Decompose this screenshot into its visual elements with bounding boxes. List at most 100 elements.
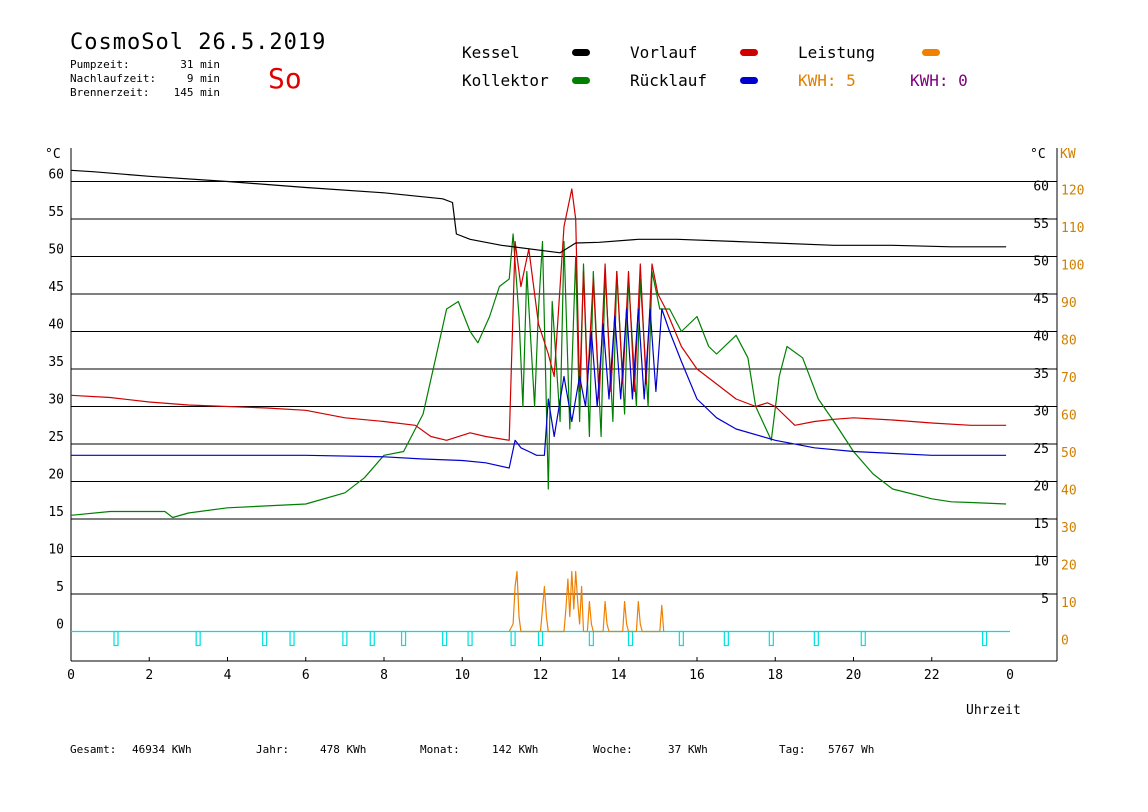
kw-tick-label: 60	[1061, 409, 1077, 424]
x-tick-label: 6	[302, 668, 310, 683]
pump-pulse	[289, 630, 295, 647]
pump-pulse	[262, 630, 268, 647]
kw-tick-label: 110	[1061, 221, 1084, 236]
right-tick-label: 25	[1033, 442, 1049, 457]
kw-tick-label: 40	[1061, 484, 1077, 499]
pump-pulse	[467, 630, 473, 647]
left-tick-label: 60	[48, 168, 64, 183]
x-tick-label: 18	[767, 668, 783, 683]
nachlaufzeit-value: 9 min	[186, 72, 220, 85]
pump-pulse	[768, 630, 774, 647]
pump-pulse	[195, 630, 201, 647]
left-tick-label: 20	[48, 468, 64, 483]
brennerzeit-value: 145 min	[173, 86, 220, 99]
kw-tick-label: 30	[1061, 521, 1077, 536]
pump-pulse	[627, 630, 634, 647]
monat-value: 142 KWh	[492, 743, 539, 756]
kw-tick-label: 10	[1061, 596, 1077, 611]
legend-kwh-total: KWH: 5	[798, 71, 856, 90]
x-tick-label: 14	[611, 668, 627, 683]
right-tick-label: 50	[1033, 255, 1049, 270]
legend-ruecklauf-swatch	[740, 77, 758, 84]
legend-leistung-swatch	[922, 49, 940, 56]
left-tick-label: 5	[56, 580, 64, 595]
x-tick-label: 0	[67, 668, 75, 683]
x-tick-label: 12	[533, 668, 549, 683]
woche-label: Woche:	[593, 743, 633, 756]
left-tick-label: 55	[48, 205, 64, 220]
legend-kollektor-swatch	[572, 77, 590, 84]
legend-leistung: Leistung	[798, 43, 876, 62]
pumpzeit-label: Pumpzeit:	[70, 58, 130, 71]
right-unit-label: °C	[1030, 147, 1046, 162]
series-vorlauf-line	[70, 188, 1007, 441]
legend-vorlauf-swatch	[740, 49, 758, 56]
x-tick-label: 2	[145, 668, 153, 683]
right-tick-label: 45	[1033, 292, 1049, 307]
pump-pulse	[588, 630, 594, 647]
left-tick-label: 25	[48, 430, 64, 445]
kw-tick-label: 100	[1061, 259, 1084, 274]
nachlaufzeit-label: Nachlaufzeit:	[70, 72, 157, 85]
weekday-label: So	[268, 62, 302, 95]
tag-value: 5767 Wh	[828, 743, 875, 756]
gesamt-label: Gesamt:	[70, 743, 117, 756]
brennerzeit-row: Brennerzeit: 145 min	[70, 86, 220, 99]
pump-pulse	[442, 630, 448, 647]
right-tick-label: 30	[1033, 405, 1049, 420]
legend-vorlauf: Vorlauf	[630, 43, 698, 62]
series-kessel-line	[70, 169, 1007, 254]
right-tick-label: 55	[1033, 217, 1049, 232]
pumpzeit-value: 31 min	[180, 58, 220, 71]
legend-kollektor: Kollektor	[462, 71, 549, 90]
pump-pulse	[400, 630, 407, 647]
left-tick-label: 15	[48, 505, 64, 520]
gesamt-value: 46934 KWh	[132, 743, 192, 756]
kw-unit-label: KW	[1060, 147, 1076, 162]
kw-tick-label: 120	[1061, 184, 1084, 199]
x-tick-label: 20	[846, 668, 862, 683]
right-tick-label: 10	[1033, 555, 1049, 570]
jahr-label: Jahr:	[256, 743, 290, 756]
left-tick-label: 40	[48, 318, 64, 333]
pump-pulse	[860, 630, 866, 647]
left-tick-label: 30	[48, 393, 64, 408]
kw-tick-label: 70	[1061, 371, 1077, 386]
right-tick-label: 20	[1033, 480, 1049, 495]
pumpzeit-row: Pumpzeit: 31 min	[70, 58, 220, 71]
pump-pulse	[678, 630, 684, 647]
x-axis-label: Uhrzeit	[966, 703, 1021, 718]
pump-pulse	[723, 630, 729, 647]
left-tick-label: 50	[48, 243, 64, 258]
kw-tick-label: 0	[1061, 634, 1069, 649]
left-tick-label: 0	[56, 618, 64, 633]
left-tick-label: 45	[48, 280, 64, 295]
right-tick-label: 35	[1033, 367, 1049, 382]
legend-kwh-secondary: KWH: 0	[910, 71, 968, 90]
kw-tick-label: 20	[1061, 559, 1077, 574]
pump-pulse	[537, 630, 544, 647]
x-tick-label: 8	[380, 668, 388, 683]
pump-pulse	[510, 630, 516, 647]
nachlaufzeit-row: Nachlaufzeit: 9 min	[70, 72, 220, 85]
left-tick-label: 35	[48, 355, 64, 370]
chart-title: CosmoSol 26.5.2019	[70, 30, 327, 55]
woche-value: 37 KWh	[668, 743, 708, 756]
right-tick-label: 5	[1041, 592, 1049, 607]
pump-pulse	[981, 630, 988, 647]
left-tick-label: 10	[48, 543, 64, 558]
x-tick-label: 22	[924, 668, 940, 683]
pump-pulse	[342, 630, 348, 647]
jahr-value: 478 KWh	[320, 743, 367, 756]
x-tick-label: 16	[689, 668, 705, 683]
pump-pulse	[813, 630, 819, 647]
series-ruecklauf-line	[71, 308, 1007, 469]
left-unit-label: °C	[45, 147, 61, 162]
right-tick-label: 60	[1033, 180, 1049, 195]
right-tick-label: 15	[1033, 517, 1049, 532]
x-tick-label: 10	[454, 668, 470, 683]
legend-kessel: Kessel	[462, 43, 520, 62]
x-tick-label: 0	[1006, 668, 1014, 683]
pump-pulse	[369, 630, 375, 647]
